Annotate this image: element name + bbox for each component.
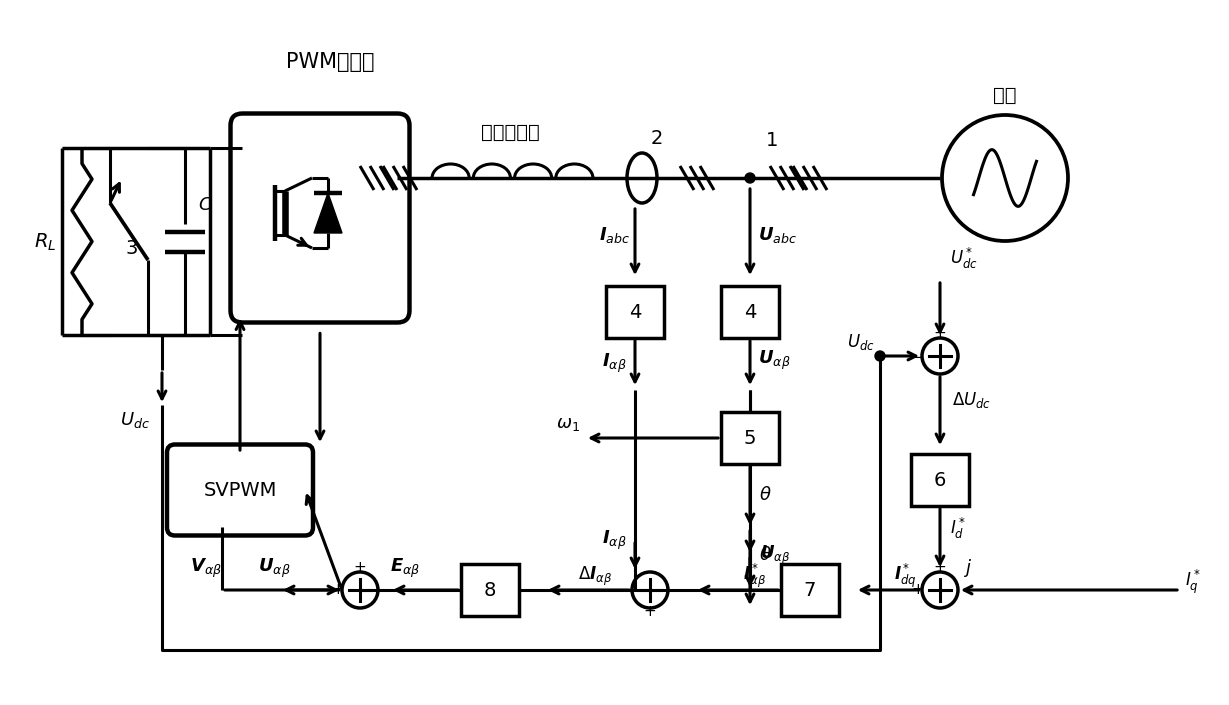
Text: $\boldsymbol{U}_{abc}$: $\boldsymbol{U}_{abc}$ <box>758 225 798 245</box>
Text: $-$: $-$ <box>622 582 634 598</box>
Text: 5: 5 <box>744 429 756 448</box>
Text: PWM变流器: PWM变流器 <box>286 52 375 72</box>
Text: $\Delta U_{dc}$: $\Delta U_{dc}$ <box>952 390 991 410</box>
Text: $\boldsymbol{I}^*_{\alpha\beta}$: $\boldsymbol{I}^*_{\alpha\beta}$ <box>744 562 767 590</box>
Text: 4: 4 <box>744 302 756 321</box>
Text: $+$: $+$ <box>934 560 946 575</box>
Text: $\boldsymbol{I}_{abc}$: $\boldsymbol{I}_{abc}$ <box>599 225 630 245</box>
Text: $\boldsymbol{U}_{\alpha\beta}$: $\boldsymbol{U}_{\alpha\beta}$ <box>760 544 790 567</box>
Text: $j$: $j$ <box>964 557 972 579</box>
Text: $\theta$: $\theta$ <box>760 486 772 504</box>
Bar <box>721 286 779 338</box>
Text: $U_{dc}$: $U_{dc}$ <box>120 410 150 430</box>
FancyBboxPatch shape <box>167 444 313 536</box>
Text: $R_L$: $R_L$ <box>34 231 57 252</box>
Bar <box>461 564 519 616</box>
Text: $\boldsymbol{V}_{\alpha\beta}$: $\boldsymbol{V}_{\alpha\beta}$ <box>190 556 222 580</box>
Text: 8: 8 <box>484 580 497 599</box>
Text: $U^*_{dc}$: $U^*_{dc}$ <box>950 245 978 271</box>
Text: $-$: $-$ <box>912 348 924 364</box>
Text: SVPWM: SVPWM <box>203 481 277 500</box>
Text: $+$: $+$ <box>934 326 946 341</box>
Bar <box>780 564 839 616</box>
Text: 2: 2 <box>651 128 664 147</box>
Circle shape <box>875 351 885 361</box>
Circle shape <box>745 173 755 183</box>
Text: $\omega_1$: $\omega_1$ <box>556 415 580 433</box>
Text: 4: 4 <box>629 302 642 321</box>
Text: $U_{dc}$: $U_{dc}$ <box>847 332 875 352</box>
Text: $+$: $+$ <box>354 560 366 575</box>
Bar <box>911 454 968 506</box>
Text: $C$: $C$ <box>198 196 213 214</box>
Text: $\boldsymbol{I}_{\alpha\beta}$: $\boldsymbol{I}_{\alpha\beta}$ <box>602 529 627 551</box>
Text: $\boldsymbol{I}^*_{dq}$: $\boldsymbol{I}^*_{dq}$ <box>893 562 917 590</box>
Text: $\Delta\boldsymbol{I}_{\alpha\beta}$: $\Delta\boldsymbol{I}_{\alpha\beta}$ <box>578 565 612 587</box>
Bar <box>721 412 779 464</box>
Text: $\boldsymbol{I}_{\alpha\beta}$: $\boldsymbol{I}_{\alpha\beta}$ <box>602 351 627 374</box>
Text: 3: 3 <box>125 238 138 257</box>
Text: $+$: $+$ <box>644 604 656 620</box>
Text: $I^*_q$: $I^*_q$ <box>1185 568 1201 596</box>
Text: $\theta$: $\theta$ <box>760 546 772 564</box>
Text: $\boldsymbol{U}_{\alpha\beta}$: $\boldsymbol{U}_{\alpha\beta}$ <box>758 348 790 372</box>
Text: $+$: $+$ <box>912 582 924 598</box>
Text: $\boldsymbol{U}_{\alpha\beta}$: $\boldsymbol{U}_{\alpha\beta}$ <box>258 556 291 580</box>
Text: 6: 6 <box>934 470 946 489</box>
Text: 1: 1 <box>766 130 778 149</box>
Text: 电网: 电网 <box>993 85 1016 104</box>
Bar <box>606 286 664 338</box>
Text: $\boldsymbol{E}_{\alpha\beta}$: $\boldsymbol{E}_{\alpha\beta}$ <box>390 556 420 580</box>
Text: $+$: $+$ <box>332 582 344 598</box>
Polygon shape <box>313 193 342 233</box>
FancyBboxPatch shape <box>231 114 409 322</box>
Text: $I^*_d$: $I^*_d$ <box>950 515 966 541</box>
Text: 滤波电抗器: 滤波电抗器 <box>481 123 540 142</box>
Text: 7: 7 <box>804 580 816 599</box>
